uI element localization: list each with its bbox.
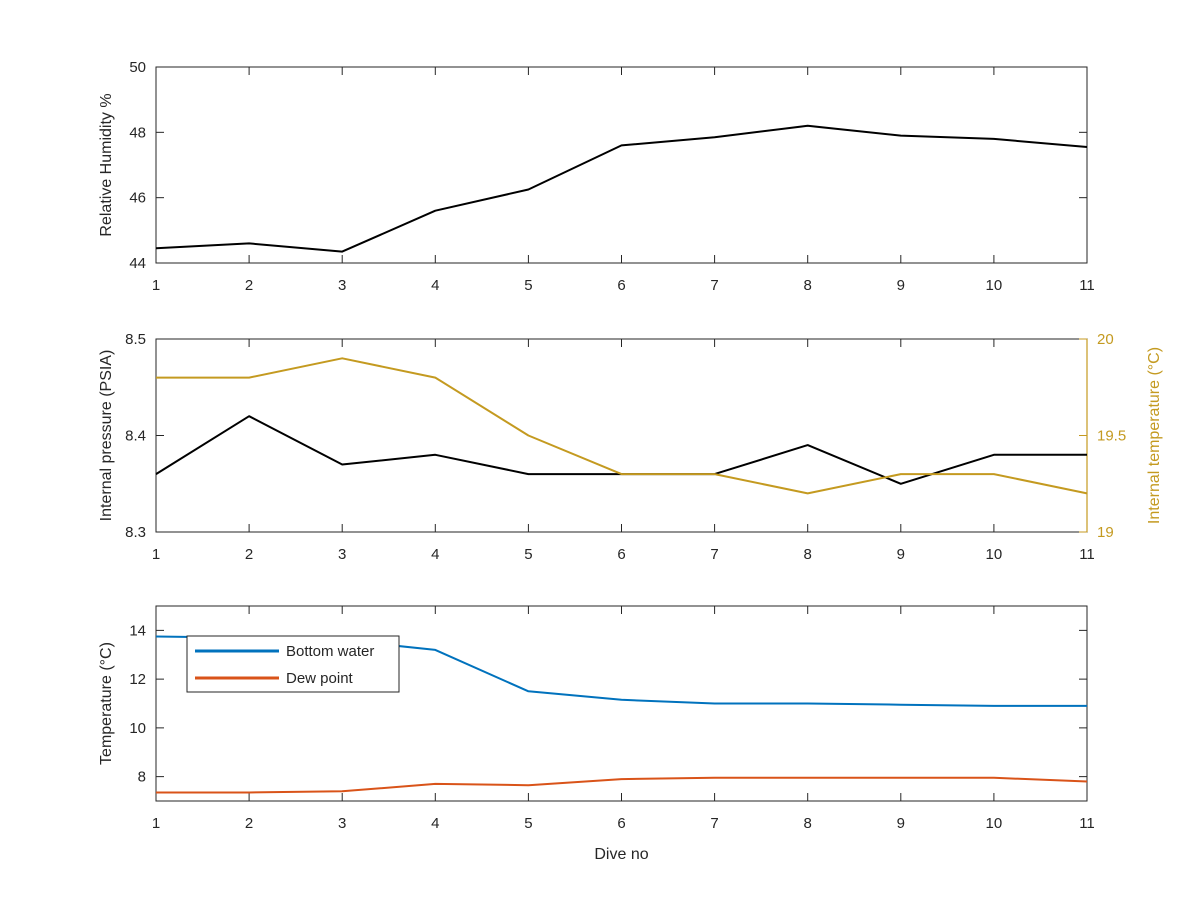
y2-tick-label: 20 — [1097, 331, 1114, 348]
subplot-pressure-temperature: 1 2 3 4 5 6 7 8 9 10 11 8.3 8.4 8.5 19 19.5 20 Internal t… — [98, 331, 1163, 563]
x-axis-label: Dive no — [594, 846, 648, 863]
y-tick-label: 46 — [129, 190, 146, 207]
x-tick-label: 5 — [524, 815, 532, 832]
x-tick-label: 4 — [431, 815, 439, 832]
y-tick-label: 44 — [129, 255, 146, 272]
x-tick-label: 11 — [1079, 546, 1095, 563]
x-tick-label: 8 — [804, 815, 812, 832]
y2-axis-label: Internal temperature (°C) — [1146, 347, 1163, 524]
y-tick-label: 8.3 — [125, 524, 146, 541]
x-tick-label: 9 — [897, 277, 905, 294]
x-tick-label: 6 — [617, 277, 625, 294]
y-tick-label: 8 — [138, 769, 146, 786]
x-tick-label: 4 — [431, 546, 439, 563]
x-tick-label: 11 — [1079, 277, 1095, 294]
x-tick-label: 8 — [804, 277, 812, 294]
x-tick-label: 7 — [710, 277, 718, 294]
x-tick-label: 10 — [986, 277, 1003, 294]
subplot-relative-humidity: 1 2 3 4 5 6 7 8 9 10 11 44 46 48 50 Relative Humidity % — [98, 59, 1095, 294]
legend-label-dew-point: Dew point — [286, 670, 354, 687]
x-tick-label: 2 — [245, 815, 253, 832]
y-tick-label: 8.4 — [125, 428, 146, 445]
x-tick-label: 6 — [617, 815, 625, 832]
x-tick-label: 7 — [710, 546, 718, 563]
x-tick-label: 7 — [710, 815, 718, 832]
y-tick-label: 14 — [129, 622, 146, 639]
x-tick-label: 1 — [152, 546, 160, 563]
x-tick-label: 2 — [245, 277, 253, 294]
y-tick-label: 12 — [129, 671, 146, 688]
x-tick-label: 3 — [338, 546, 346, 563]
x-tick-label: 8 — [804, 546, 812, 563]
y-tick-label: 10 — [129, 720, 146, 737]
y-axis-label: Temperature (°C) — [98, 642, 115, 765]
y-axis-label: Relative Humidity % — [98, 93, 115, 236]
legend-box — [186, 635, 400, 693]
legend-label-bottom-water: Bottom water — [286, 643, 374, 660]
x-tick-label: 5 — [524, 277, 532, 294]
x-tick-label: 11 — [1079, 815, 1095, 832]
series-line-dew-point — [156, 776, 1088, 794]
axes-frame — [155, 66, 1088, 264]
x-tick-label: 6 — [617, 546, 625, 563]
x-tick-label: 4 — [431, 277, 439, 294]
x-tick-label: 9 — [897, 546, 905, 563]
legend: Bottom water Dew point — [186, 635, 400, 693]
y-tick-label: 8.5 — [125, 331, 146, 348]
y2-tick-label: 19.5 — [1097, 428, 1126, 445]
axes-frame — [155, 605, 1088, 802]
x-tick-label: 2 — [245, 546, 253, 563]
series-line-1 — [155, 124, 1088, 253]
series-line-2 — [156, 357, 1088, 495]
x-tick-label: 10 — [986, 815, 1003, 832]
x-tick-label: 3 — [338, 815, 346, 832]
y-tick-label: 48 — [129, 124, 146, 141]
y-axis-label: Internal pressure (PSIA) — [98, 350, 115, 522]
x-tick-label: 1 — [152, 815, 160, 832]
x-tick-label: 5 — [524, 546, 532, 563]
y-tick-label: 50 — [129, 59, 146, 76]
x-tick-label: 9 — [897, 815, 905, 832]
x-tick-label: 10 — [986, 546, 1003, 563]
x-tick-label: 3 — [338, 277, 346, 294]
x-tick-label: 1 — [152, 277, 160, 294]
y2-tick-label: 19 — [1097, 524, 1114, 541]
